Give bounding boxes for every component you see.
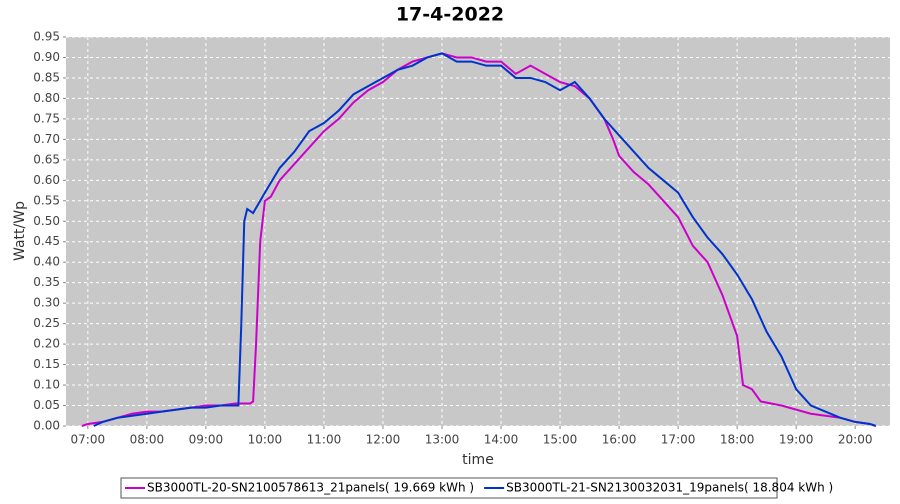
x-tick-label: 09:00 bbox=[189, 433, 224, 447]
legend-label: SB3000TL-21-SN2130032031_19panels( 18.80… bbox=[506, 481, 833, 495]
y-tick-label: 0.50 bbox=[33, 214, 60, 228]
y-tick-label: 0.25 bbox=[33, 316, 60, 330]
legend bbox=[120, 477, 778, 499]
series-line bbox=[93, 52, 877, 427]
y-axis-label: Watt/Wp bbox=[12, 201, 28, 261]
x-tick-label: 08:00 bbox=[130, 433, 165, 447]
x-tick-label: 17:00 bbox=[661, 433, 696, 447]
y-tick-label: 0.80 bbox=[33, 91, 60, 105]
y-tick-label: 0.75 bbox=[33, 111, 60, 125]
y-tick-label: 0.40 bbox=[33, 255, 60, 269]
y-tick-label: 0.10 bbox=[33, 378, 60, 392]
x-tick-label: 20:00 bbox=[838, 433, 873, 447]
x-tick-label: 13:00 bbox=[425, 433, 460, 447]
y-tick-label: 0.95 bbox=[33, 30, 60, 44]
y-tick-label: 0.20 bbox=[33, 337, 60, 351]
x-tick-label: 14:00 bbox=[484, 433, 519, 447]
x-tick-label: 19:00 bbox=[779, 433, 814, 447]
y-tick-label: 0.85 bbox=[33, 70, 60, 84]
y-tick-label: 0.70 bbox=[33, 132, 60, 146]
y-tick-label: 0.05 bbox=[33, 398, 60, 412]
y-tick-label: 0.35 bbox=[33, 275, 60, 289]
y-tick-label: 0.60 bbox=[33, 173, 60, 187]
x-tick-label: 12:00 bbox=[366, 433, 401, 447]
x-tick-label: 10:00 bbox=[248, 433, 283, 447]
x-tick-label: 07:00 bbox=[71, 433, 106, 447]
x-tick-label: 16:00 bbox=[602, 433, 637, 447]
x-tick-label: 18:00 bbox=[720, 433, 755, 447]
y-tick-label: 0.65 bbox=[33, 152, 60, 166]
y-tick-label: 0.55 bbox=[33, 193, 60, 207]
x-tick-label: 11:00 bbox=[307, 433, 342, 447]
x-axis-label: time bbox=[462, 452, 494, 468]
legend-label: SB3000TL-20-SN2100578613_21panels( 19.66… bbox=[147, 481, 474, 495]
y-tick-label: 0.30 bbox=[33, 296, 60, 310]
x-tick-label: 15:00 bbox=[543, 433, 578, 447]
y-tick-label: 0.45 bbox=[33, 234, 60, 248]
y-tick-label: 0.90 bbox=[33, 50, 60, 64]
plot-area bbox=[66, 37, 890, 426]
y-tick-label: 0.00 bbox=[33, 419, 60, 433]
y-tick-label: 0.15 bbox=[33, 357, 60, 371]
chart-title: 17-4-2022 bbox=[396, 4, 504, 26]
